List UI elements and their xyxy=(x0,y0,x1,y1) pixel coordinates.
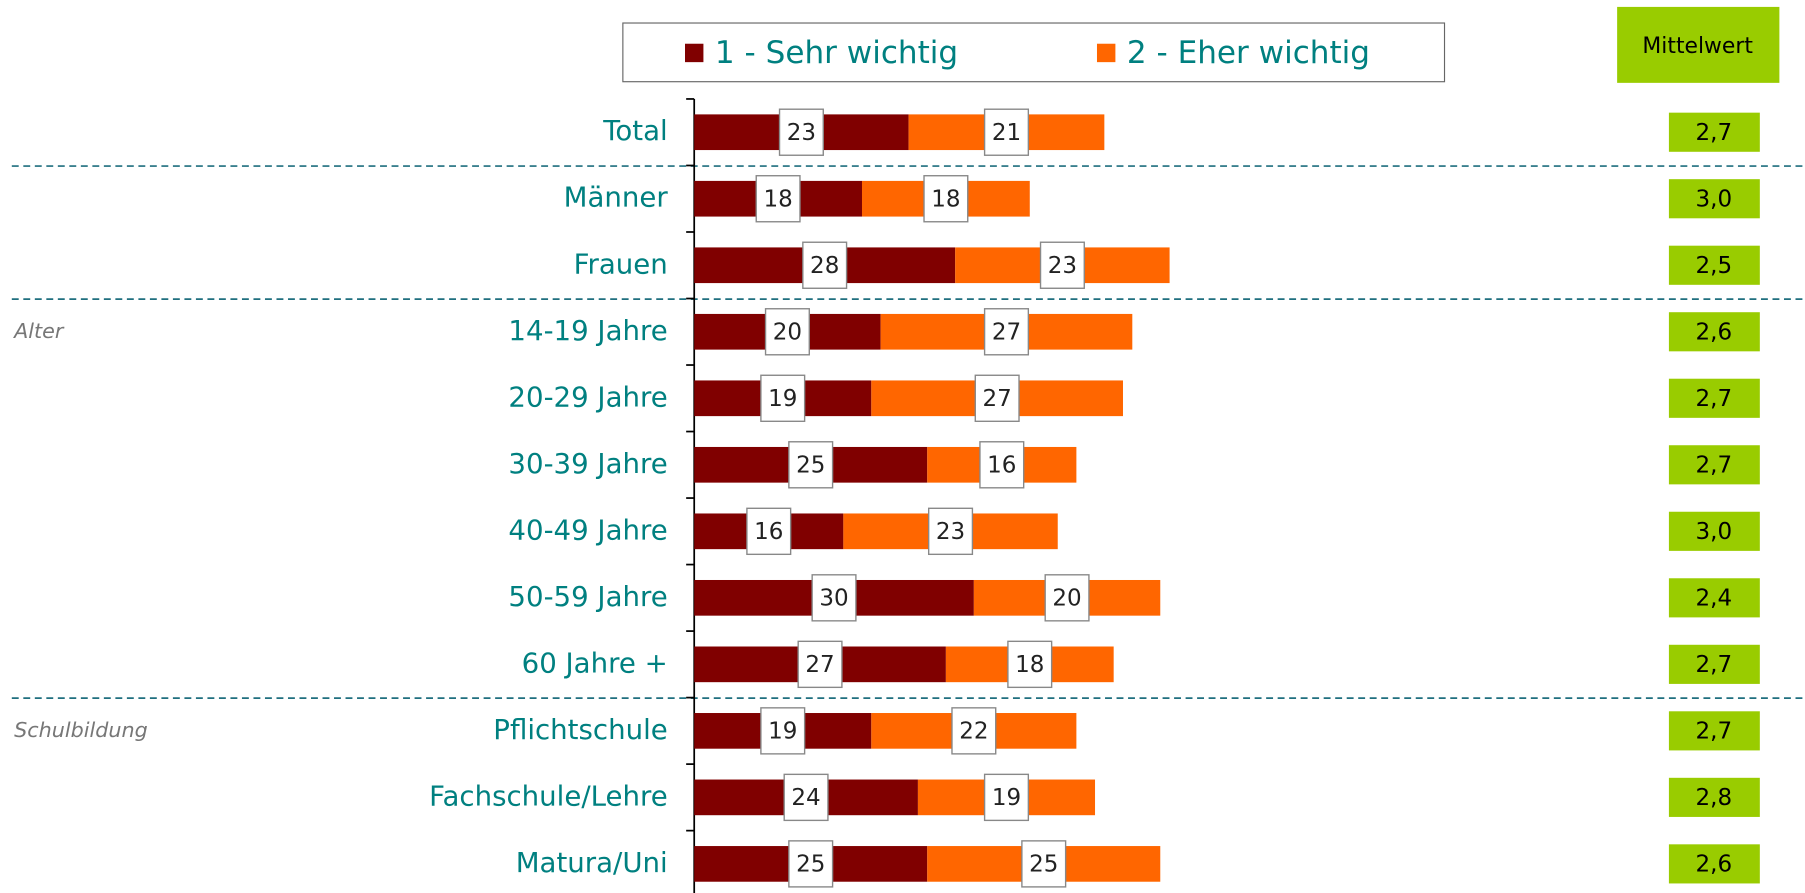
data-label-box xyxy=(983,108,1030,156)
data-label-box xyxy=(951,707,997,755)
category-label: 50-59 Jahre xyxy=(508,580,667,613)
category-label: 40-49 Jahre xyxy=(508,513,667,546)
data-label: 24 xyxy=(791,785,820,811)
mean-label: 2,7 xyxy=(1696,386,1733,412)
data-label: 27 xyxy=(983,386,1012,412)
mean-box xyxy=(1668,777,1760,817)
data-label-box xyxy=(1039,241,1085,289)
mean-box xyxy=(1668,711,1760,751)
category-label: 14-19 Jahre xyxy=(508,314,667,347)
mean-label: 3,0 xyxy=(1696,519,1733,545)
data-label-box xyxy=(778,108,824,156)
legend-swatch xyxy=(685,43,704,63)
data-label: 30 xyxy=(819,585,848,611)
data-label-box xyxy=(923,175,969,223)
legend-label: 1 - Sehr wichtig xyxy=(715,35,958,71)
data-label-box xyxy=(746,507,792,556)
data-label-box xyxy=(1044,574,1090,622)
category-label: 60 Jahre + xyxy=(522,646,668,679)
data-label-box xyxy=(983,308,1030,356)
mean-label: 2,7 xyxy=(1696,719,1733,745)
mean-box xyxy=(1668,245,1760,285)
mean-box xyxy=(1668,644,1760,684)
data-label: 19 xyxy=(768,719,797,745)
data-label: 18 xyxy=(931,186,960,212)
data-label-box xyxy=(1021,840,1067,888)
data-label: 18 xyxy=(1015,652,1044,678)
data-label: 22 xyxy=(959,719,988,745)
mean-box xyxy=(1668,312,1760,352)
data-label: 21 xyxy=(992,120,1021,146)
mean-box xyxy=(1668,511,1760,551)
category-label: Matura/Uni xyxy=(516,846,668,879)
data-label: 16 xyxy=(754,519,783,545)
mean-box xyxy=(1668,578,1760,618)
mean-header-box xyxy=(1617,6,1780,83)
category-label: Total xyxy=(602,114,667,147)
data-label: 25 xyxy=(796,852,825,878)
data-label-box xyxy=(755,175,801,223)
category-label: Pflichtschule xyxy=(493,713,667,746)
mean-box xyxy=(1668,179,1760,219)
category-label: Männer xyxy=(564,181,669,214)
mean-label: 2,5 xyxy=(1696,253,1733,279)
mean-label: 2,4 xyxy=(1696,585,1733,611)
data-label: 25 xyxy=(1029,852,1058,878)
data-label-box xyxy=(974,374,1020,422)
category-label: 30-39 Jahre xyxy=(508,447,667,480)
mean-label: 2,7 xyxy=(1696,652,1733,678)
mean-label: 2,7 xyxy=(1696,452,1733,478)
mean-label: 2,7 xyxy=(1696,120,1733,146)
category-label: Frauen xyxy=(574,247,668,280)
data-label-box xyxy=(783,773,829,822)
data-label-box xyxy=(802,241,848,289)
data-label-box xyxy=(927,507,974,556)
mean-header: Mittelwert xyxy=(1642,34,1753,59)
data-label: 19 xyxy=(768,386,797,412)
mean-box xyxy=(1668,445,1760,485)
data-label-box xyxy=(764,308,810,356)
mean-label: 2,8 xyxy=(1696,785,1733,811)
group-label: Alter xyxy=(12,319,65,343)
data-label-box xyxy=(979,441,1025,489)
data-label: 20 xyxy=(1052,585,1081,611)
data-label: 25 xyxy=(796,452,825,478)
legend-label: 2 - Eher wichtig xyxy=(1127,35,1370,71)
mean-box xyxy=(1668,378,1760,418)
data-label: 23 xyxy=(1048,253,1077,279)
data-label-box xyxy=(760,707,806,755)
data-label-box xyxy=(788,441,834,489)
data-label: 28 xyxy=(810,253,839,279)
data-label-box xyxy=(788,840,834,888)
legend-box xyxy=(622,22,1446,83)
data-label-box xyxy=(1007,640,1053,689)
mean-label: 3,0 xyxy=(1696,186,1733,212)
group-label: Schulbildung xyxy=(14,718,148,742)
data-label-box xyxy=(760,374,806,422)
data-label: 16 xyxy=(987,452,1016,478)
data-label-box xyxy=(811,574,857,622)
category-label: 20-29 Jahre xyxy=(508,380,667,413)
mean-label: 2,6 xyxy=(1696,319,1733,345)
data-label: 23 xyxy=(787,120,816,146)
data-label-box xyxy=(983,773,1030,822)
mean-label: 2,6 xyxy=(1696,852,1733,878)
data-label: 19 xyxy=(992,785,1021,811)
data-label: 20 xyxy=(773,319,802,345)
data-label: 27 xyxy=(805,652,834,678)
data-label-box xyxy=(797,640,843,689)
data-label: 18 xyxy=(763,186,792,212)
mean-box xyxy=(1668,112,1760,152)
data-label: 23 xyxy=(936,519,965,545)
legend-swatch xyxy=(1096,43,1116,63)
mean-box xyxy=(1668,844,1760,884)
data-label: 27 xyxy=(992,319,1021,345)
category-label: Fachschule/Lehre xyxy=(429,779,668,812)
